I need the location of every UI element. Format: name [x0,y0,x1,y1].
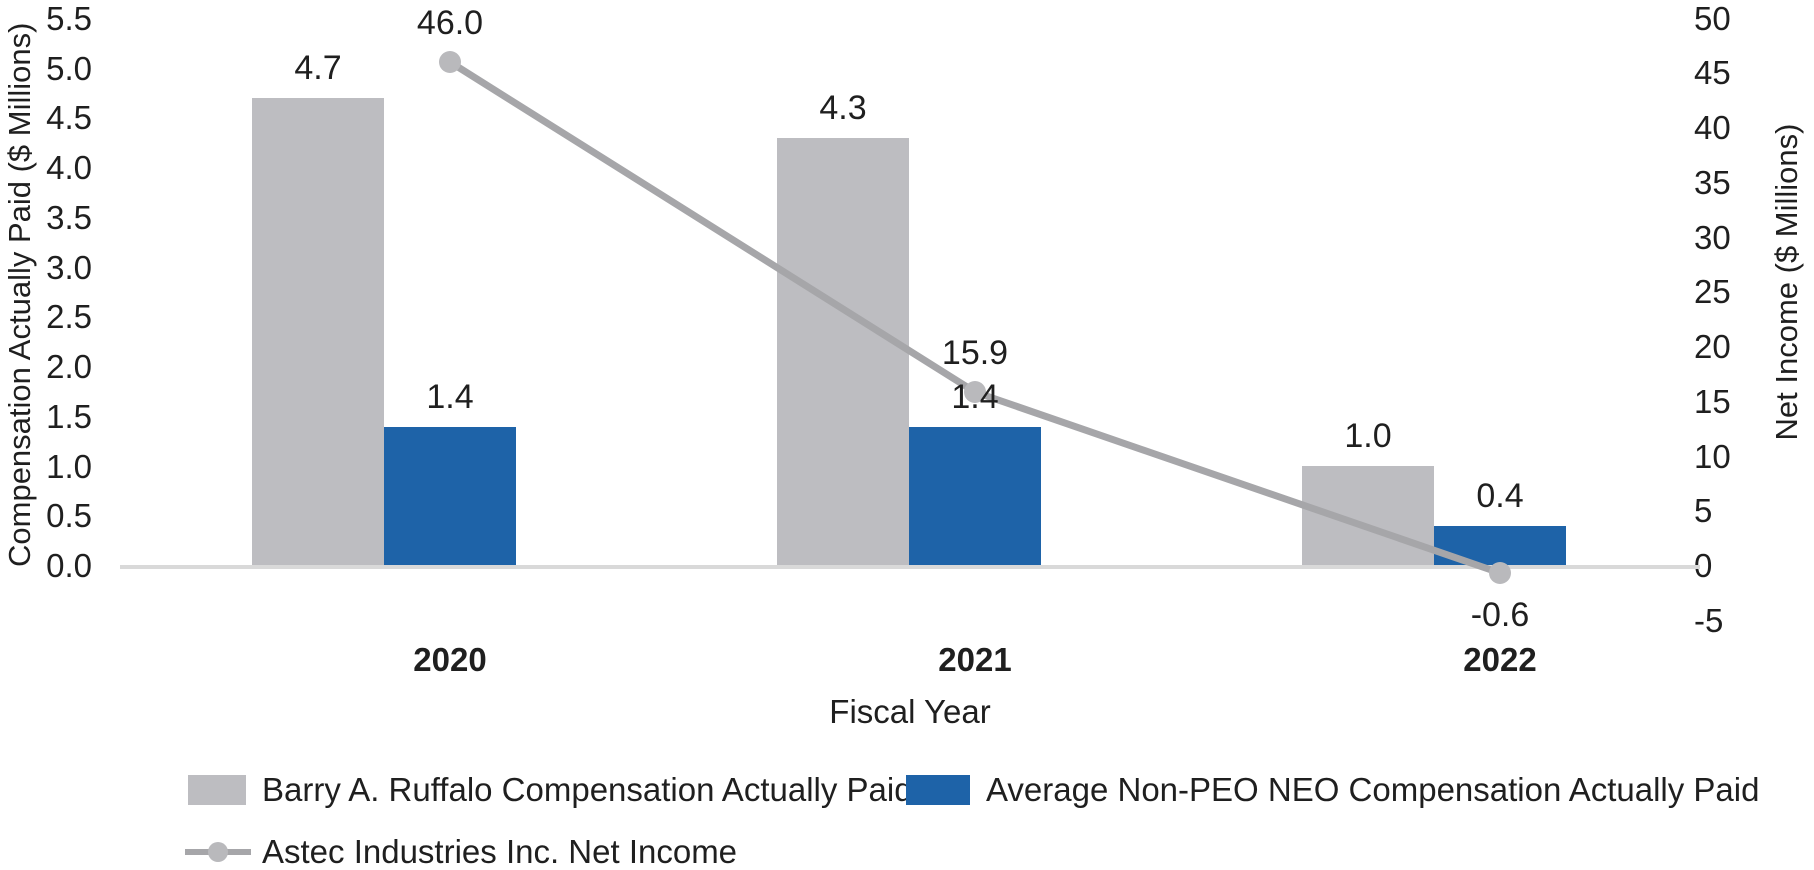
net-income-marker [1489,562,1511,584]
left-axis-tick: 5.5 [46,0,92,37]
right-axis-tick: 50 [1694,0,1731,37]
right-axis-tick: 10 [1694,437,1731,475]
category-label-2021: 2021 [938,641,1012,678]
category-label-2022: 2022 [1463,641,1537,678]
right-axis-tick: 15 [1694,382,1731,420]
category-label-2020: 2020 [413,641,487,678]
right-axis-tick: 0 [1694,547,1713,584]
bar-neo-2021 [909,427,1041,566]
bar-label: 1.0 [1344,417,1392,455]
legend-label-neo: Average Non-PEO NEO Compensation Actuall… [986,771,1760,808]
net-income-marker [439,51,461,73]
right-axis-tick: 40 [1694,109,1731,146]
bar-label: 4.3 [819,89,867,127]
legend-label-net-income: Astec Industries Inc. Net Income [262,833,738,870]
legend-label-barry: Barry A. Ruffalo Compensation Actually P… [262,771,913,808]
bar-label: 4.7 [294,49,342,87]
net-income-marker [964,381,986,403]
bar-peo-2020 [252,98,384,566]
left-axis-tick: 1.5 [46,397,92,435]
left-axis-tick: 5.0 [46,49,92,87]
legend-swatch-neo-bar [906,775,970,805]
right-axis-tick: 25 [1694,273,1731,311]
bar-label: 0.4 [1476,477,1524,515]
right-axis-tick: 5 [1694,492,1713,530]
right-axis-tick: 30 [1694,218,1731,256]
right-axis-tick: 45 [1694,54,1731,92]
left-axis-tick: 4.5 [46,99,92,137]
right-axis-tick: 35 [1694,163,1731,201]
left-axis-tick: 0.0 [46,547,92,584]
x-axis-baseline [120,565,1700,569]
line-label: 46.0 [416,4,484,42]
bar-peo-2021 [777,138,909,566]
left-axis-tick: 3.5 [46,198,92,236]
left-axis-tick: 2.5 [46,298,92,336]
bar-label: 1.4 [426,378,474,416]
left-axis-tick: 0.5 [46,497,92,535]
right-axis-tick: -5 [1694,601,1724,639]
bar-label: 1.4 [951,378,999,416]
x-axis-title: Fiscal Year [829,693,991,730]
legend-marker-net-income-dot [208,842,228,862]
left-axis-tick: 2.0 [46,348,92,385]
left-axis-tick: 1.0 [46,447,92,485]
net-income-line [448,59,1502,577]
right-axis-tick: 20 [1694,328,1731,365]
legend-swatch-barry-bar [188,775,246,805]
left-axis-tick: 3.0 [46,248,92,286]
bar-neo-2020 [384,427,516,566]
line-label: 15.9 [941,334,1009,372]
line-label: -0.6 [1470,596,1530,634]
left-axis-tick: 4.0 [46,149,92,186]
